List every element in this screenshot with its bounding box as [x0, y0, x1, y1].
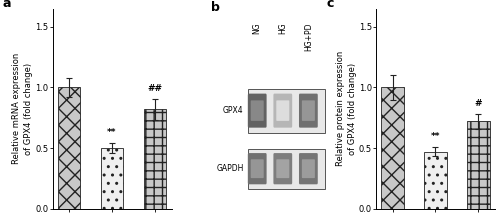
FancyBboxPatch shape — [274, 153, 292, 184]
Bar — [58, 87, 80, 209]
Text: a: a — [2, 0, 11, 10]
Text: GAPDH: GAPDH — [216, 164, 244, 173]
Bar — [144, 109, 166, 209]
FancyBboxPatch shape — [302, 100, 315, 121]
FancyBboxPatch shape — [302, 159, 315, 178]
Text: **: ** — [108, 128, 117, 137]
Bar — [248, 149, 326, 189]
FancyBboxPatch shape — [250, 159, 264, 178]
Y-axis label: Relative mRNA expression
of GPX4 (fold change): Relative mRNA expression of GPX4 (fold c… — [12, 53, 33, 164]
Text: #: # — [474, 99, 482, 108]
FancyBboxPatch shape — [248, 153, 266, 184]
FancyBboxPatch shape — [299, 153, 318, 184]
FancyBboxPatch shape — [276, 159, 289, 178]
Text: **: ** — [430, 132, 440, 141]
Bar — [248, 89, 326, 133]
Y-axis label: Relative protein expression
of GPX4 (fold change): Relative protein expression of GPX4 (fol… — [336, 51, 356, 166]
Text: HG: HG — [278, 23, 287, 34]
FancyBboxPatch shape — [299, 94, 318, 128]
Text: ##: ## — [148, 84, 162, 93]
Text: NG: NG — [252, 23, 262, 34]
FancyBboxPatch shape — [274, 94, 292, 128]
FancyBboxPatch shape — [248, 94, 266, 128]
Bar — [424, 152, 446, 209]
Bar — [468, 121, 489, 209]
Text: b: b — [212, 0, 220, 13]
Text: HG+PD: HG+PD — [304, 23, 313, 51]
FancyBboxPatch shape — [276, 100, 289, 121]
Text: c: c — [326, 0, 334, 10]
FancyBboxPatch shape — [250, 100, 264, 121]
Text: GPX4: GPX4 — [223, 106, 244, 115]
Bar — [101, 148, 123, 209]
Bar — [382, 87, 404, 209]
